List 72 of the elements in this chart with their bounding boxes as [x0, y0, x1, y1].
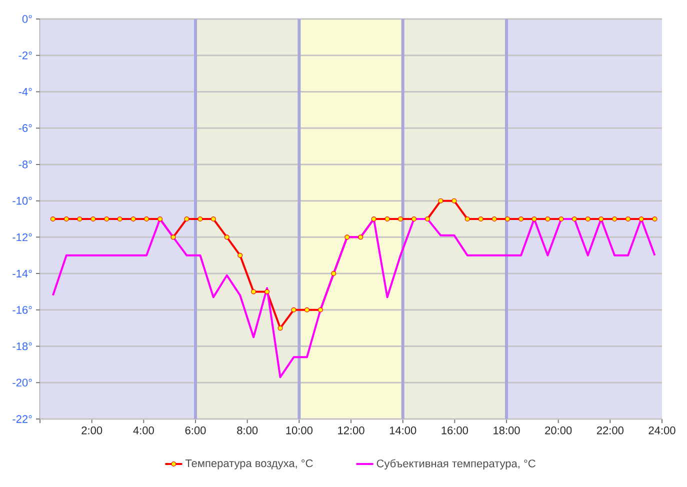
point [64, 216, 69, 222]
y-tick-label: -20° [12, 378, 32, 387]
point [304, 307, 310, 312]
point [90, 216, 96, 222]
x-tick-label: 16:00 [442, 426, 468, 434]
x-tick-label: 20:00 [545, 426, 572, 434]
point [452, 198, 457, 204]
point [424, 216, 430, 222]
y-tick-label: 0° [22, 15, 32, 23]
point [371, 216, 376, 222]
y-tick-label: -6° [18, 124, 32, 132]
point [264, 289, 270, 294]
point [344, 234, 350, 240]
y-tick-label: -2° [18, 52, 32, 60]
point [532, 216, 537, 222]
point [358, 234, 364, 240]
y-tick-label: -10° [12, 196, 32, 205]
point [598, 216, 604, 222]
x-tick-label: 14:00 [390, 426, 416, 434]
legend-label: Температура воздуха, °C [185, 459, 313, 470]
point [558, 216, 564, 222]
x-tick-label: 22:00 [596, 426, 624, 434]
point [411, 216, 416, 222]
x-tick-label: 10:00 [286, 426, 312, 434]
point [398, 216, 404, 222]
point [157, 216, 162, 222]
x-tick-label: 8:00 [237, 426, 258, 434]
point [210, 216, 216, 222]
point [585, 216, 590, 222]
x-tick-label: 18:00 [494, 426, 520, 434]
point [478, 216, 484, 222]
point [104, 216, 110, 222]
point [318, 307, 323, 312]
x-tick-label: 24:00 [648, 426, 676, 434]
point [464, 216, 470, 222]
x-tick-label: 4:00 [133, 426, 154, 434]
point [198, 216, 203, 222]
point [50, 216, 56, 222]
point [278, 326, 283, 331]
point [384, 216, 390, 222]
x-tick-label: 12:00 [338, 426, 364, 434]
point [505, 216, 510, 222]
point [184, 216, 190, 222]
y-tick-label: -18° [12, 342, 32, 350]
y-tick-label: -8° [18, 160, 32, 168]
point [438, 198, 444, 204]
point [291, 307, 296, 312]
y-tick-label: -14° [12, 270, 32, 278]
point [117, 216, 122, 222]
point [224, 234, 230, 240]
point [130, 216, 136, 222]
y-tick-label: -12° [12, 233, 32, 242]
point [572, 216, 577, 222]
x-tick-label: 2:00 [82, 426, 102, 434]
point [545, 216, 550, 222]
point [144, 216, 150, 222]
point [638, 216, 644, 222]
point [518, 216, 524, 222]
point [77, 216, 82, 222]
x-tick-label: 6:00 [185, 426, 206, 434]
y-tick-label: -16° [12, 306, 32, 314]
point [251, 289, 256, 294]
y-tick-label: -4° [18, 88, 32, 96]
legend-label: Субъективная температура, °C [376, 459, 536, 470]
point [331, 271, 336, 276]
point [652, 216, 658, 222]
point [238, 252, 243, 258]
point [612, 216, 618, 222]
point [492, 216, 497, 222]
point [170, 234, 176, 240]
point [626, 216, 631, 222]
y-tick-label: -22° [12, 415, 32, 423]
